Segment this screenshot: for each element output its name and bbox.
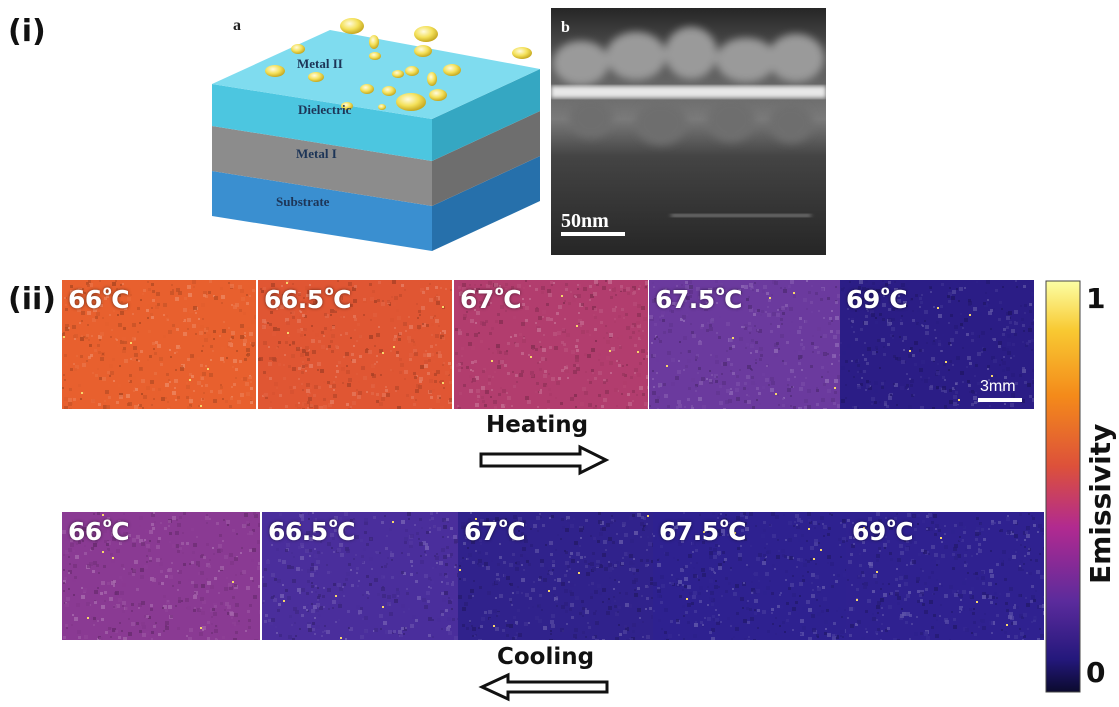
- cooling-temperature-label: 66.5oC: [268, 516, 355, 546]
- emissivity-map: [454, 280, 648, 409]
- panel-i-label: (i): [8, 14, 46, 49]
- emissivity-map: [262, 512, 460, 640]
- heating-temperature-label: 69oC: [846, 284, 908, 314]
- cooling-arrow: [478, 672, 610, 707]
- cooling-tile-67-5: 67.5oC: [653, 512, 851, 640]
- heating-tile-67-5: 67.5oC: [649, 280, 843, 409]
- cooling-tile-69: 69oC: [846, 512, 1044, 640]
- layer-label-dielectric: Dielectric: [298, 102, 352, 117]
- thermal-scale-bar: [978, 398, 1022, 402]
- cooling-tile-66-5: 66.5oC: [262, 512, 460, 640]
- heating-tile-69: 69oC 3mm: [840, 280, 1034, 409]
- cooling-temperature-label: 67oC: [464, 516, 526, 546]
- layer-label-metal-i: Metal I: [296, 146, 337, 161]
- dielectric-side: [432, 69, 540, 161]
- emissivity-map: [846, 512, 1044, 640]
- heating-temperature-label: 66.5oC: [264, 284, 351, 314]
- colorbar-max-label: 1: [1086, 282, 1106, 315]
- emissivity-map: [62, 512, 260, 640]
- sem-scale-bar-label: 50nm: [561, 210, 609, 232]
- heating-temperature-label: 66oC: [68, 284, 130, 314]
- metal-ii-particles: [265, 18, 532, 111]
- emissivity-map: [458, 512, 656, 640]
- cooling-temperature-label: 66oC: [68, 516, 130, 546]
- metal-i-side: [432, 111, 540, 206]
- layer-stack-schematic: a Metal II Dielectric Metal I Substrate: [200, 6, 545, 251]
- heating-label: Heating: [486, 412, 589, 438]
- layer-stack-diagram: a Metal II Dielectric Metal I Substrate: [212, 17, 540, 251]
- cooling-temperature-label: 69oC: [852, 516, 914, 546]
- sem-image: b 50nm: [551, 8, 826, 255]
- thermal-scale-bar-label: 3mm: [980, 378, 1016, 395]
- emissivity-colorbar: [1045, 280, 1081, 693]
- emissivity-map: [258, 280, 452, 409]
- cooling-label: Cooling: [497, 644, 595, 670]
- layer-label-substrate: Substrate: [276, 194, 330, 209]
- heating-tile-66-5: 66.5oC: [258, 280, 452, 409]
- cooling-tile-66: 66oC: [62, 512, 260, 640]
- subpanel-a-label: a: [233, 17, 241, 34]
- substrate-front: [212, 171, 432, 251]
- cooling-tile-67: 67oC: [458, 512, 656, 640]
- emissivity-map: [62, 280, 256, 409]
- emissivity-map: [649, 280, 843, 409]
- colorbar-min-label: 0: [1086, 656, 1106, 689]
- subpanel-b-label: b: [561, 19, 570, 36]
- heating-temperature-label: 67oC: [460, 284, 522, 314]
- dielectric-front: [212, 84, 432, 161]
- heating-tile-67: 67oC: [454, 280, 648, 409]
- heating-arrow: [478, 444, 610, 481]
- panel-ii-label: (ii): [8, 282, 56, 317]
- heating-tile-66: 66oC: [62, 280, 256, 409]
- layer-label-metal-ii: Metal II: [297, 56, 343, 71]
- colorbar-title: Emissivity: [1084, 423, 1117, 584]
- metal-i-front: [212, 126, 432, 206]
- cooling-temperature-label: 67.5oC: [659, 516, 746, 546]
- heating-temperature-label: 67.5oC: [655, 284, 742, 314]
- sem-scale-bar: [561, 232, 625, 236]
- substrate-side: [432, 156, 540, 251]
